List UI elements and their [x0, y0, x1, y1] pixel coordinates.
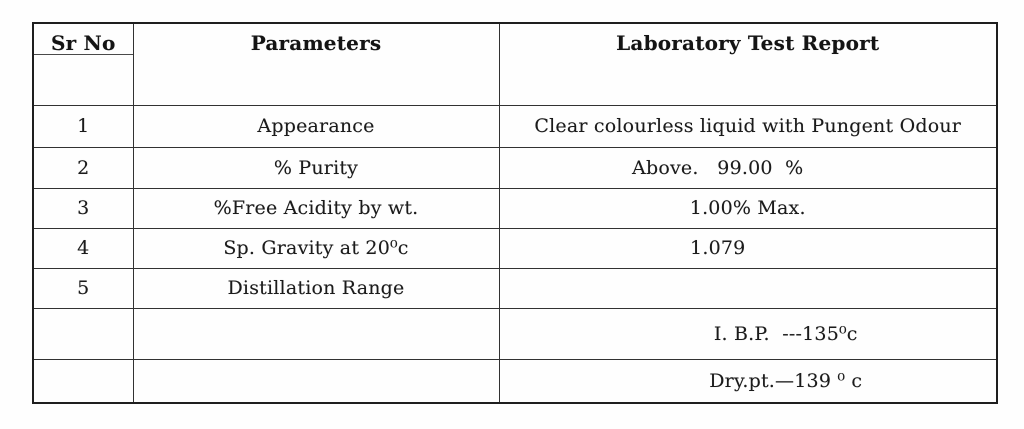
table-row-sp-gravity: 4 Sp. Gravity at 20⁰c 1.079 [32, 227, 998, 269]
result-cell: 1.079 [498, 227, 998, 269]
header-lab-test-report-label: Laboratory Test Report [616, 31, 880, 55]
header-row: Sr No Parameters Laboratory Test Report [32, 22, 998, 106]
lab-report-table: Sr No Parameters Laboratory Test Report … [32, 22, 998, 404]
table-row-distillation-range: 5 Distillation Range [32, 267, 998, 309]
table-row-free-acidity: 3 %Free Acidity by wt. 1.00% Max. [32, 187, 998, 229]
sr-no-cell: 2 [32, 146, 134, 189]
parameter-cell: Sp. Gravity at 20⁰c [132, 227, 500, 269]
srno-header-divider [34, 54, 132, 55]
parameter-cell: Appearance [132, 104, 500, 148]
result-cell: Dry.pt.—139 ⁰ c [498, 358, 998, 404]
result-value: Dry.pt.—139 ⁰ c [709, 369, 863, 392]
table-row-dry-point: Dry.pt.—139 ⁰ c [32, 358, 998, 404]
parameter-cell: %Free Acidity by wt. [132, 187, 500, 229]
sr-no-cell [32, 307, 134, 360]
header-parameters: Parameters [132, 22, 500, 106]
header-sr-no-label: Sr No [50, 31, 116, 55]
sr-no-cell: 3 [32, 187, 134, 229]
sr-no-cell: 5 [32, 267, 134, 309]
sr-no-value: 1 [77, 115, 90, 137]
result-cell: Clear colourless liquid with Pungent Odo… [498, 104, 998, 148]
parameter-cell: % Purity [132, 146, 500, 189]
parameter-cell: Distillation Range [132, 267, 500, 309]
result-cell: I. B.P. ---135⁰c [498, 307, 998, 360]
sr-no-cell: 4 [32, 227, 134, 269]
header-sr-no: Sr No [32, 22, 134, 106]
result-cell [498, 267, 998, 309]
parameter-cell [132, 307, 500, 360]
sr-no-value: 5 [77, 277, 90, 299]
sr-no-value: 2 [77, 156, 90, 179]
parameter-value: % Purity [273, 156, 359, 179]
result-cell: 1.00% Max. [498, 187, 998, 229]
parameter-value: Sp. Gravity at 20⁰c [223, 237, 409, 259]
sr-no-value: 4 [77, 237, 90, 259]
sr-no-cell [32, 358, 134, 404]
sr-no-cell: 1 [32, 104, 134, 148]
header-parameters-label: Parameters [250, 31, 382, 55]
result-value: Above. 99.00 % [632, 156, 804, 179]
table-row-ibp: I. B.P. ---135⁰c [32, 307, 998, 360]
parameter-value: Distillation Range [227, 277, 405, 299]
parameter-cell [132, 358, 500, 404]
result-value: I. B.P. ---135⁰c [713, 322, 858, 345]
header-lab-test-report: Laboratory Test Report [498, 22, 998, 106]
table-row-purity: 2 % Purity Above. 99.00 % [32, 146, 998, 189]
result-cell: Above. 99.00 % [498, 146, 998, 189]
result-value: 1.00% Max. [689, 197, 806, 219]
result-value: 1.079 [690, 237, 746, 259]
parameter-value: %Free Acidity by wt. [213, 197, 419, 219]
parameter-value: Appearance [257, 115, 375, 137]
table-row-appearance: 1 Appearance Clear colourless liquid wit… [32, 104, 998, 148]
result-value: Clear colourless liquid with Pungent Odo… [534, 115, 962, 137]
sr-no-value: 3 [77, 197, 90, 219]
